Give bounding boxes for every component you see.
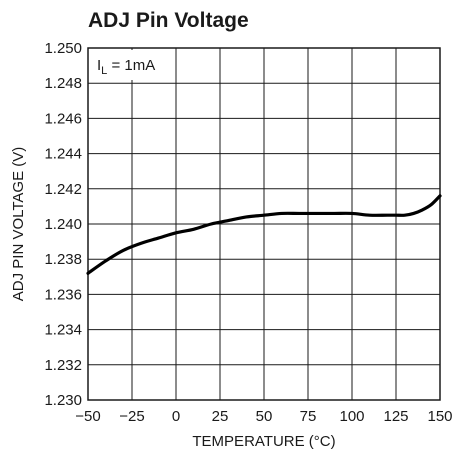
y-tick-label: 1.242 (44, 181, 82, 198)
y-tick-label: 1.250 (44, 40, 82, 57)
y-tick-label: 1.240 (44, 216, 82, 233)
x-tick-label: 50 (256, 408, 273, 425)
y-tick-labels: 1.230 1.232 1.234 1.236 1.238 1.240 1.242 1.244… (44, 40, 82, 409)
annotation-background (90, 50, 168, 80)
y-tick-label: 1.234 (44, 322, 82, 339)
y-tick-label: 1.238 (44, 251, 82, 268)
annotation-box: IL = 1mA (90, 50, 168, 80)
y-tick-label: 1.244 (44, 146, 82, 163)
x-tick-label: 25 (212, 408, 229, 425)
series-line (86, 194, 442, 275)
annotation-label: IL = 1mA (97, 57, 155, 77)
y-tick-label: 1.248 (44, 75, 82, 92)
x-tick-label: −25 (119, 408, 144, 425)
x-tick-label: 100 (339, 408, 364, 425)
y-axis-label: ADJ PIN VOLTAGE (V) (10, 147, 27, 301)
x-tick-label: 150 (427, 408, 452, 425)
x-tick-label: 125 (383, 408, 408, 425)
chart-title: ADJ Pin Voltage (88, 9, 249, 32)
x-tick-labels: −50 −25 0 25 50 75 100 125 150 (75, 408, 452, 425)
y-tick-label: 1.232 (44, 357, 82, 374)
y-tick-label: 1.236 (44, 286, 82, 303)
x-tick-label: 75 (300, 408, 317, 425)
plot-frame (87, 47, 441, 401)
x-tick-label: 0 (172, 408, 180, 425)
y-tick-label: 1.246 (44, 110, 82, 127)
annotation-subscript: L (101, 65, 107, 77)
annotation-rest: = 1mA (107, 57, 155, 74)
x-tick-label: −50 (75, 408, 100, 425)
grid (88, 48, 440, 400)
y-tick-label: 1.230 (44, 392, 82, 409)
annotation-main: I (97, 57, 101, 74)
x-axis-label: TEMPERATURE (°C) (192, 433, 335, 450)
